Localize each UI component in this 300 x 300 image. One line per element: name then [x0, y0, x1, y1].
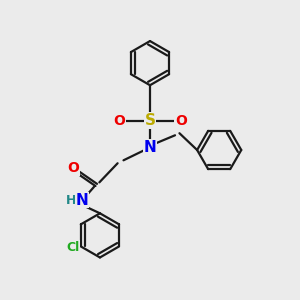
Text: O: O [68, 161, 80, 175]
Text: N: N [76, 193, 89, 208]
Text: O: O [175, 114, 187, 128]
Text: N: N [144, 140, 156, 154]
Text: O: O [113, 114, 125, 128]
Text: H: H [66, 194, 76, 207]
Text: Cl: Cl [66, 241, 79, 254]
Text: S: S [145, 113, 155, 128]
